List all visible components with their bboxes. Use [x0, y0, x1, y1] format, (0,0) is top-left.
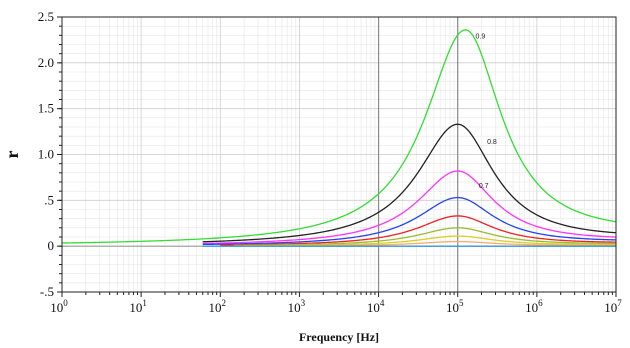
- grid: [61, 16, 617, 293]
- series-layer: [61, 29, 617, 247]
- series-line-4: [202, 196, 617, 246]
- y-tick-label: 1.5: [38, 101, 54, 116]
- x-tick-label: 103: [288, 298, 306, 315]
- series-line-6: [234, 227, 617, 246]
- series-line-5: [220, 215, 617, 246]
- y-tick-label: -.5: [40, 284, 54, 299]
- x-tick-label: 101: [129, 298, 147, 315]
- y-tick-labels: 2.5 2.0 1.5 1.0 .5 0 -.5: [38, 9, 54, 299]
- x-tick-label: 100: [50, 298, 68, 315]
- y-axis-label: r: [2, 151, 22, 159]
- x-tick-label: 104: [367, 298, 385, 315]
- y-tick-label: 2.0: [38, 55, 54, 70]
- x-tick-label: 107: [604, 298, 622, 315]
- x-tick-labels: 100 101 102 103 104 105 106 107: [50, 298, 622, 315]
- annotations: 0.9 0.8 0.7: [476, 33, 497, 189]
- x-tick-label: 102: [209, 298, 227, 315]
- x-tick-label: 106: [525, 298, 543, 315]
- x-axis-label: Frequency [Hz]: [299, 330, 379, 344]
- y-tick-label: 0: [48, 238, 55, 253]
- series-annotation: 0.9: [476, 33, 486, 40]
- y-tick-label: .5: [44, 192, 54, 207]
- series-annotation: 0.8: [487, 139, 497, 146]
- series-line-3: [202, 170, 617, 245]
- y-tick-label: 2.5: [38, 9, 54, 24]
- series-line-1: [61, 29, 617, 244]
- x-tick-label: 105: [446, 298, 464, 315]
- series-line-2: [202, 123, 617, 243]
- y-tick-label: 1.0: [38, 147, 54, 162]
- ticks: [57, 16, 617, 297]
- series-annotation: 0.7: [479, 183, 489, 190]
